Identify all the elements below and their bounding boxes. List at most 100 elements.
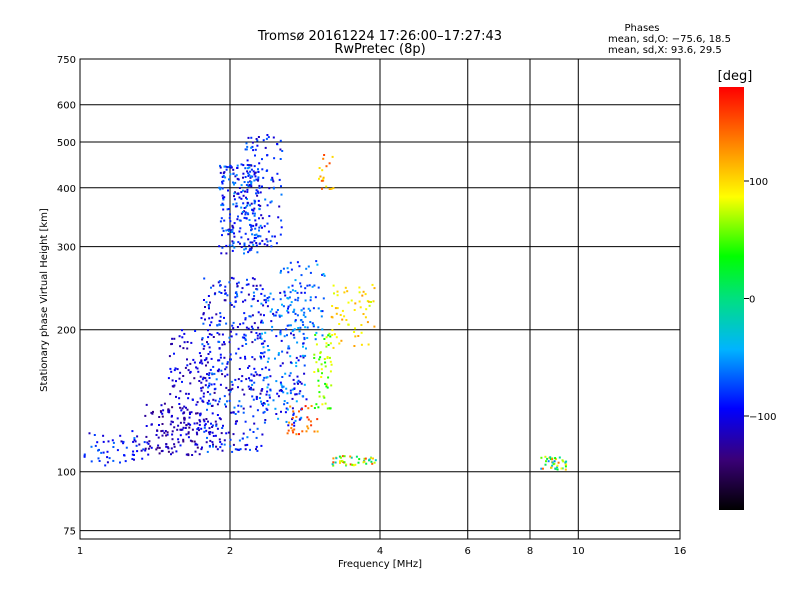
data-point xyxy=(277,353,280,356)
data-point xyxy=(349,463,352,466)
data-point xyxy=(209,402,212,405)
data-point xyxy=(196,422,199,425)
data-point xyxy=(246,278,248,281)
data-point xyxy=(282,305,285,308)
data-point xyxy=(222,229,225,232)
data-point xyxy=(255,233,258,236)
y-tick-label: 750 xyxy=(57,55,76,66)
data-point xyxy=(259,337,262,339)
data-point xyxy=(266,134,269,136)
data-point xyxy=(295,400,298,403)
data-point xyxy=(189,439,192,442)
data-point xyxy=(219,446,222,449)
data-point xyxy=(203,345,206,348)
data-point xyxy=(178,397,181,400)
data-point xyxy=(331,305,334,307)
data-point xyxy=(298,392,301,395)
data-point xyxy=(287,271,290,274)
data-point xyxy=(145,435,148,438)
data-point xyxy=(331,329,334,332)
data-point xyxy=(277,352,280,355)
data-point xyxy=(260,356,262,359)
data-point xyxy=(292,412,295,415)
data-point xyxy=(275,311,278,314)
data-point xyxy=(320,315,323,318)
data-point xyxy=(265,301,267,304)
data-point xyxy=(269,375,272,378)
data-point xyxy=(257,204,260,207)
data-point xyxy=(204,384,207,387)
data-point xyxy=(235,333,238,336)
data-point xyxy=(167,450,170,453)
data-point xyxy=(271,176,274,179)
data-point xyxy=(236,205,239,208)
data-point xyxy=(155,434,158,436)
grid-lines xyxy=(79,58,681,539)
data-point xyxy=(97,457,100,460)
data-point xyxy=(232,168,235,171)
data-point xyxy=(187,454,190,457)
data-point xyxy=(280,185,282,188)
data-point xyxy=(332,284,335,287)
data-point xyxy=(176,417,179,420)
data-point xyxy=(285,420,288,423)
data-point xyxy=(551,458,554,461)
data-point xyxy=(320,179,323,182)
data-point xyxy=(246,198,248,200)
data-point xyxy=(338,323,341,325)
data-point xyxy=(142,448,145,451)
data-point xyxy=(336,294,339,297)
data-point xyxy=(307,307,310,310)
data-point xyxy=(268,394,271,397)
data-point xyxy=(250,168,253,171)
data-point xyxy=(279,271,282,274)
data-point xyxy=(206,401,209,404)
data-point xyxy=(263,294,266,297)
data-point xyxy=(251,145,254,148)
data-point xyxy=(297,327,300,329)
data-point xyxy=(206,361,209,364)
data-point xyxy=(243,393,246,396)
data-point xyxy=(243,210,246,213)
data-point xyxy=(238,196,241,199)
data-point xyxy=(269,310,272,313)
data-point xyxy=(196,412,199,415)
data-point xyxy=(258,229,260,232)
data-point xyxy=(221,194,224,197)
data-point xyxy=(302,323,305,326)
data-point xyxy=(202,313,205,316)
colorbar-ticks: 100 0 −100 xyxy=(744,177,776,423)
data-point xyxy=(104,464,107,467)
data-point xyxy=(259,335,262,338)
data-point xyxy=(285,328,288,331)
data-point xyxy=(253,179,256,182)
data-point xyxy=(175,380,177,383)
data-point xyxy=(261,388,264,390)
data-point xyxy=(150,423,153,426)
data-point xyxy=(219,171,222,174)
data-point xyxy=(254,338,257,341)
data-point xyxy=(255,373,258,376)
data-point xyxy=(173,384,176,387)
data-point xyxy=(358,300,361,303)
data-point xyxy=(218,280,221,283)
data-point xyxy=(243,333,246,336)
data-point xyxy=(264,298,267,301)
data-point xyxy=(301,321,304,324)
data-point xyxy=(286,392,289,395)
data-point xyxy=(255,138,258,140)
data-point xyxy=(187,436,190,439)
data-point xyxy=(171,451,174,454)
data-point xyxy=(266,376,269,379)
data-point xyxy=(354,327,356,330)
data-point xyxy=(233,192,236,195)
data-point xyxy=(207,336,210,339)
data-point xyxy=(166,446,169,449)
data-point xyxy=(343,315,346,318)
data-point xyxy=(221,227,224,230)
data-point xyxy=(231,240,234,243)
data-point xyxy=(260,400,262,403)
data-point xyxy=(257,136,260,138)
data-point xyxy=(299,381,302,384)
data-point xyxy=(161,423,164,425)
